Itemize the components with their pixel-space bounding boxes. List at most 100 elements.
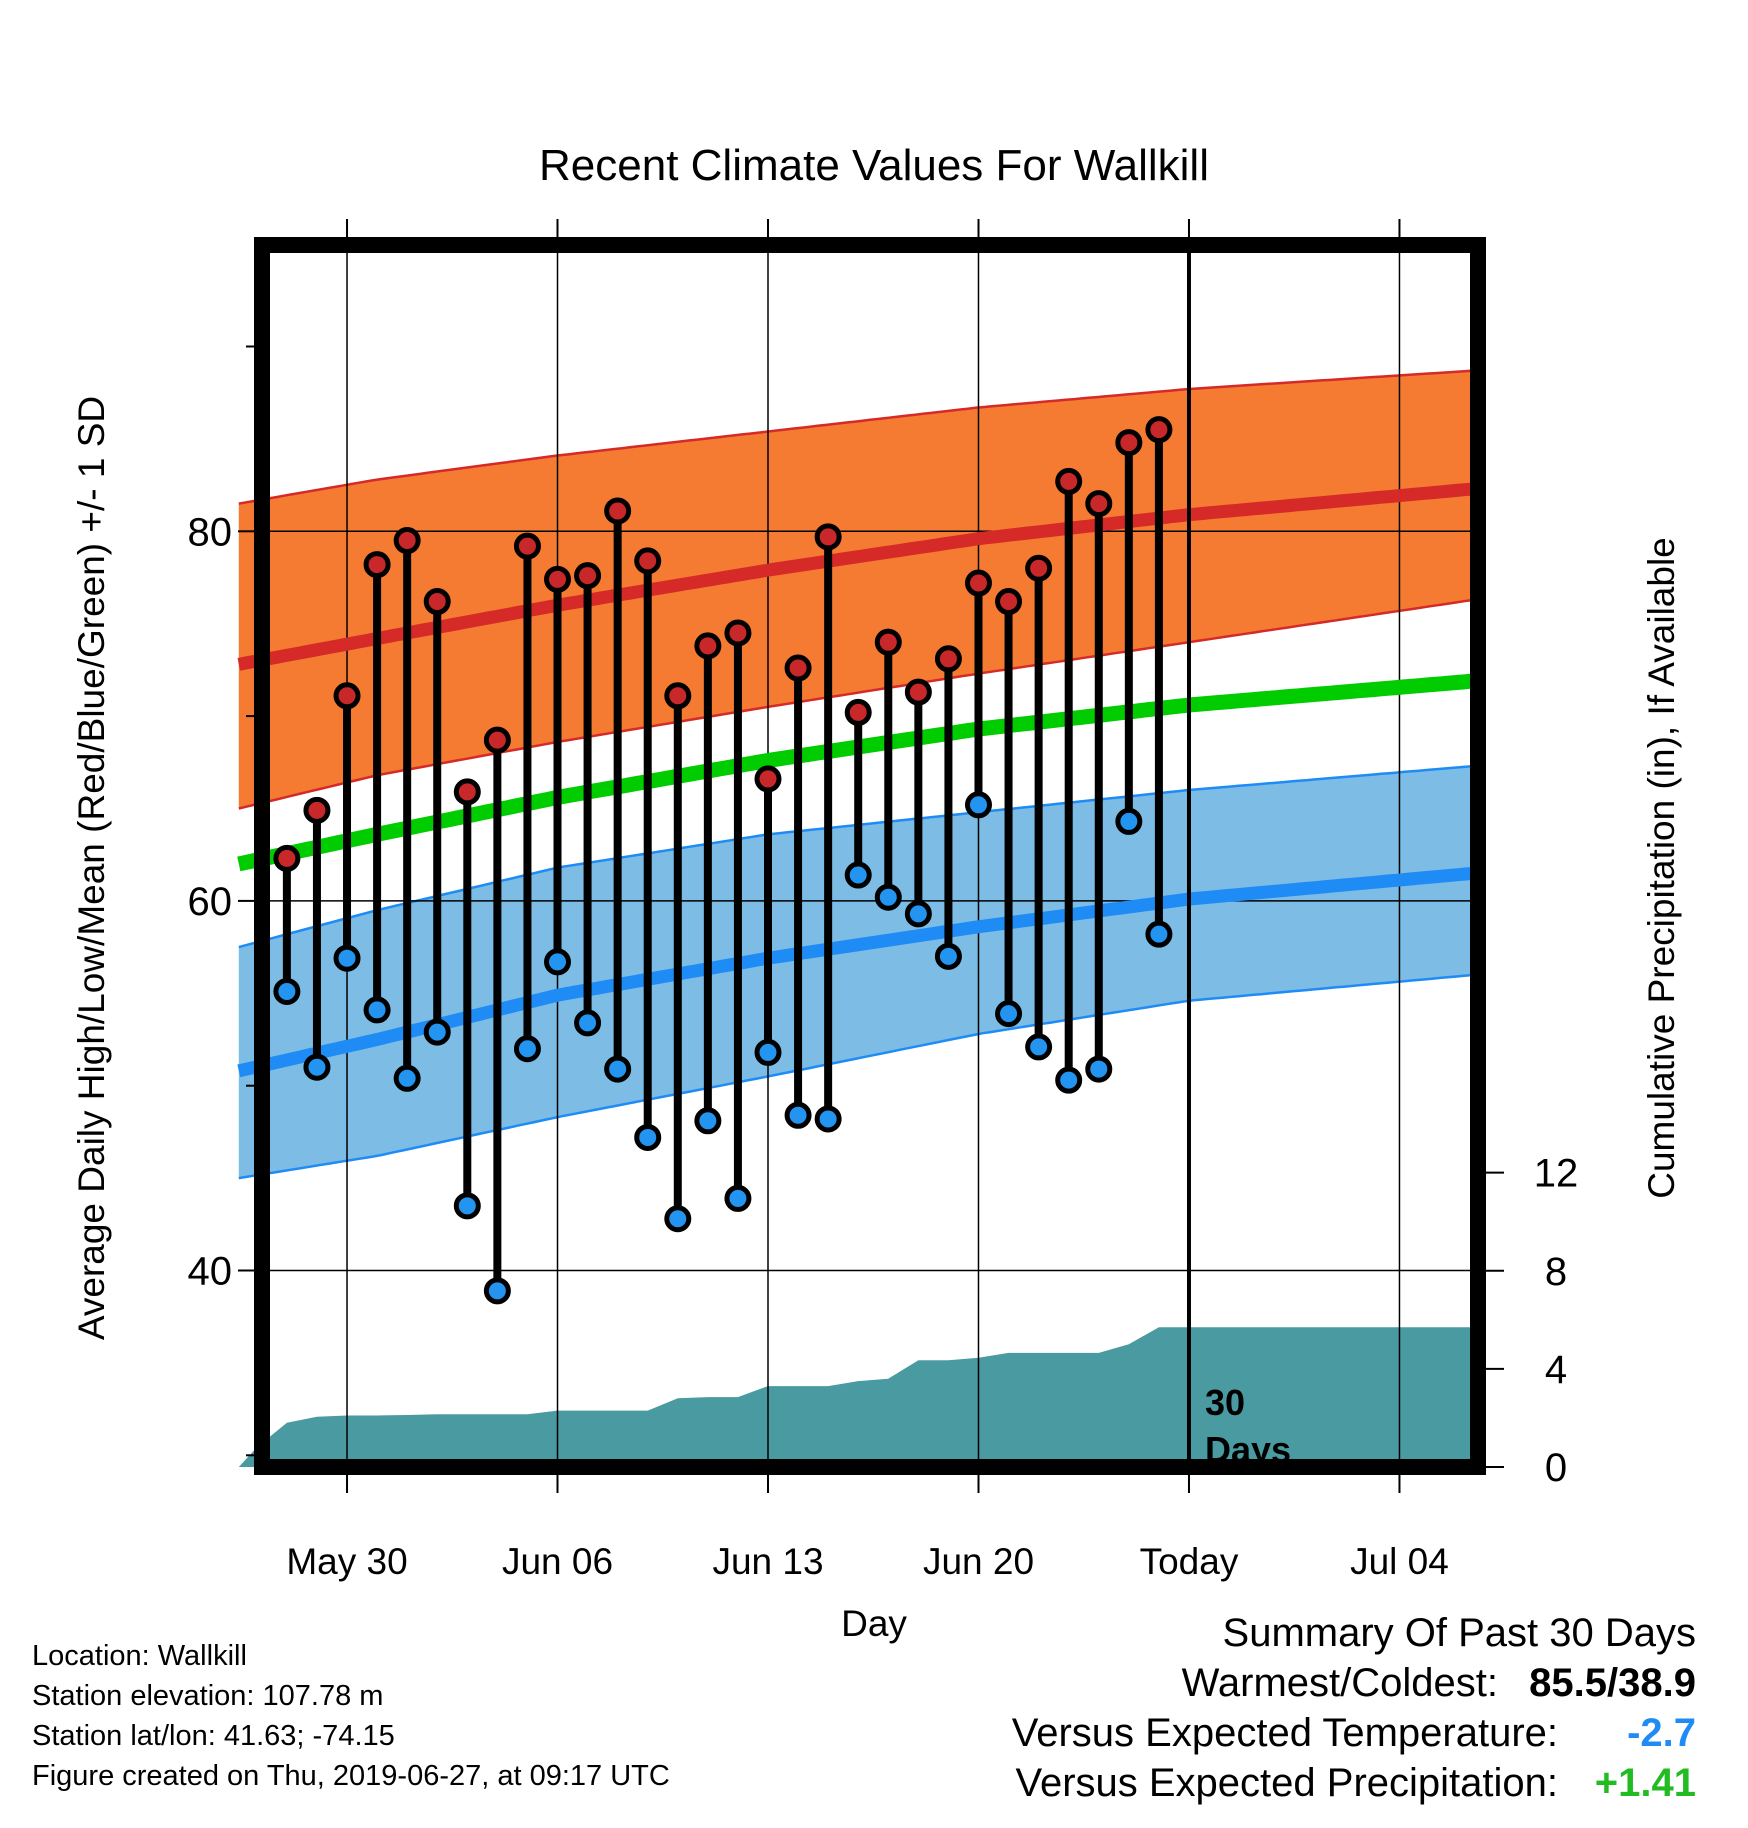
precip-label: Versus Expected Precipitation: [1015,1761,1558,1805]
obs-low-point-21 [904,900,932,928]
axes-layer: 40 60 80 0 4 8 12 May 30 Jun 06 Jun 13 Jun 20 Today… [188,219,1579,1582]
obs-low-point-20 [874,883,902,911]
summary-temp-row: Versus Expected Temperature: -2.7 [1012,1708,1696,1758]
obs-low-point-25 [1025,1033,1053,1061]
x-tick-label-jun-20: Jun 20 [923,1541,1034,1582]
warm-cold-value: 85.5/38.9 [1529,1661,1696,1705]
plot-frame [254,237,1486,1475]
obs-low-point-1 [303,1053,331,1081]
high-sd-band [238,370,1472,809]
y-tick-label-80: 80 [188,510,233,554]
obs-low-point-8 [513,1035,541,1063]
obs-low-point-12 [634,1123,662,1151]
obs-high-point-27 [1085,490,1113,518]
station-info: Location: Wallkill Station elevation: 10… [32,1636,670,1796]
obs-low-point-24 [995,1000,1023,1028]
precip-area [238,1327,1475,1467]
precip-value: +1.41 [1594,1761,1696,1805]
obs-high-point-10 [574,562,602,590]
created-text: Figure created on Thu, 2019-06-27, at 09… [32,1760,670,1792]
today-days-number: 30 [1205,1382,1245,1423]
obs-high-point-16 [754,765,782,793]
y2-tick-label-0: 0 [1545,1446,1567,1490]
obs-low-point-3 [363,996,391,1024]
y-tick-label-40: 40 [188,1250,233,1294]
obs-high-point-28 [1115,429,1143,457]
obs-high-point-2 [333,682,361,710]
y2-tick-label-8: 8 [1545,1250,1567,1294]
obs-high-point-17 [784,654,812,682]
low-sd-band [238,766,1472,1179]
x-axis-label: Day [841,1603,907,1644]
obs-low-point-18 [814,1105,842,1133]
summary-precip-row: Versus Expected Precipitation: +1.41 [1012,1758,1696,1808]
obs-high-point-23 [964,569,992,597]
obs-low-point-28 [1115,807,1143,835]
x-tick-label-jul-04: Jul 04 [1350,1541,1449,1582]
obs-high-point-14 [694,632,722,660]
summary-title: Summary Of Past 30 Days [1222,1611,1696,1655]
obs-low-point-13 [664,1205,692,1233]
obs-low-point-19 [844,861,872,889]
x-tick-label-today: Today [1140,1541,1239,1582]
obs-high-point-0 [273,844,301,872]
x-tick-label-jun-06: Jun 06 [502,1541,613,1582]
obs-high-point-1 [303,796,331,824]
obs-low-point-9 [544,948,572,976]
obs-high-point-8 [513,532,541,560]
obs-high-point-13 [664,682,692,710]
obs-high-point-26 [1055,467,1083,495]
obs-high-point-29 [1145,416,1173,444]
high-upper-edge [238,369,1472,505]
high-lower-edge [238,598,1472,810]
obs-low-point-2 [333,944,361,972]
temp-label: Versus Expected Temperature: [1011,1711,1558,1755]
warm-cold-label: Warmest/Coldest: [1181,1661,1498,1705]
obs-low-point-0 [273,977,301,1005]
obs-high-point-21 [904,678,932,706]
x-tick-label-jun-13: Jun 13 [712,1541,823,1582]
latlon-text: Station lat/lon: 41.63; -74.15 [32,1720,395,1752]
obs-low-point-11 [604,1055,632,1083]
plot-area [237,241,1478,1471]
obs-low-point-7 [483,1277,511,1305]
chart-title: Recent Climate Values For Wallkill [539,141,1209,190]
summary-warm-cold-row: Warmest/Coldest: 85.5/38.9 [1012,1658,1696,1708]
x-tick-label-may-30: May 30 [286,1541,407,1582]
obs-high-point-5 [423,588,451,616]
obs-high-point-12 [634,547,662,575]
obs-low-point-10 [574,1009,602,1037]
obs-low-point-23 [964,791,992,819]
obs-high-point-25 [1025,554,1053,582]
low-lower-edge [238,973,1472,1180]
summary-panel: Summary Of Past 30 Days Warmest/Coldest:… [1012,1608,1696,1808]
obs-high-point-3 [363,551,391,579]
y2-tick-label-12: 12 [1534,1152,1579,1196]
obs-low-point-15 [724,1184,752,1212]
location-text: Location: Wallkill [32,1640,247,1672]
obs-high-point-9 [544,565,572,593]
obs-low-point-5 [423,1018,451,1046]
obs-high-point-19 [844,698,872,726]
obs-high-point-4 [393,527,421,555]
obs-low-point-14 [694,1107,722,1135]
temp-value: -2.7 [1627,1711,1696,1755]
y-tick-label-60: 60 [188,880,233,924]
obs-low-point-29 [1145,920,1173,948]
obs-high-point-20 [874,628,902,656]
obs-low-point-16 [754,1038,782,1066]
obs-high-point-6 [453,778,481,806]
y-axis-label: Average Daily High/Low/Mean (Red/Blue/Gr… [71,396,112,1340]
obs-low-point-26 [1055,1066,1083,1094]
y2-axis-label: Cumulative Precipitation (in), If Availa… [1641,537,1682,1199]
high-normal-line [237,482,1473,671]
today-days-word: Days [1205,1429,1291,1470]
obs-low-point-4 [393,1064,421,1092]
obs-low-point-22 [934,942,962,970]
obs-high-point-24 [995,588,1023,616]
elevation-text: Station elevation: 107.78 m [32,1680,384,1712]
obs-high-point-11 [604,497,632,525]
obs-low-point-27 [1085,1055,1113,1083]
obs-high-point-15 [724,619,752,647]
